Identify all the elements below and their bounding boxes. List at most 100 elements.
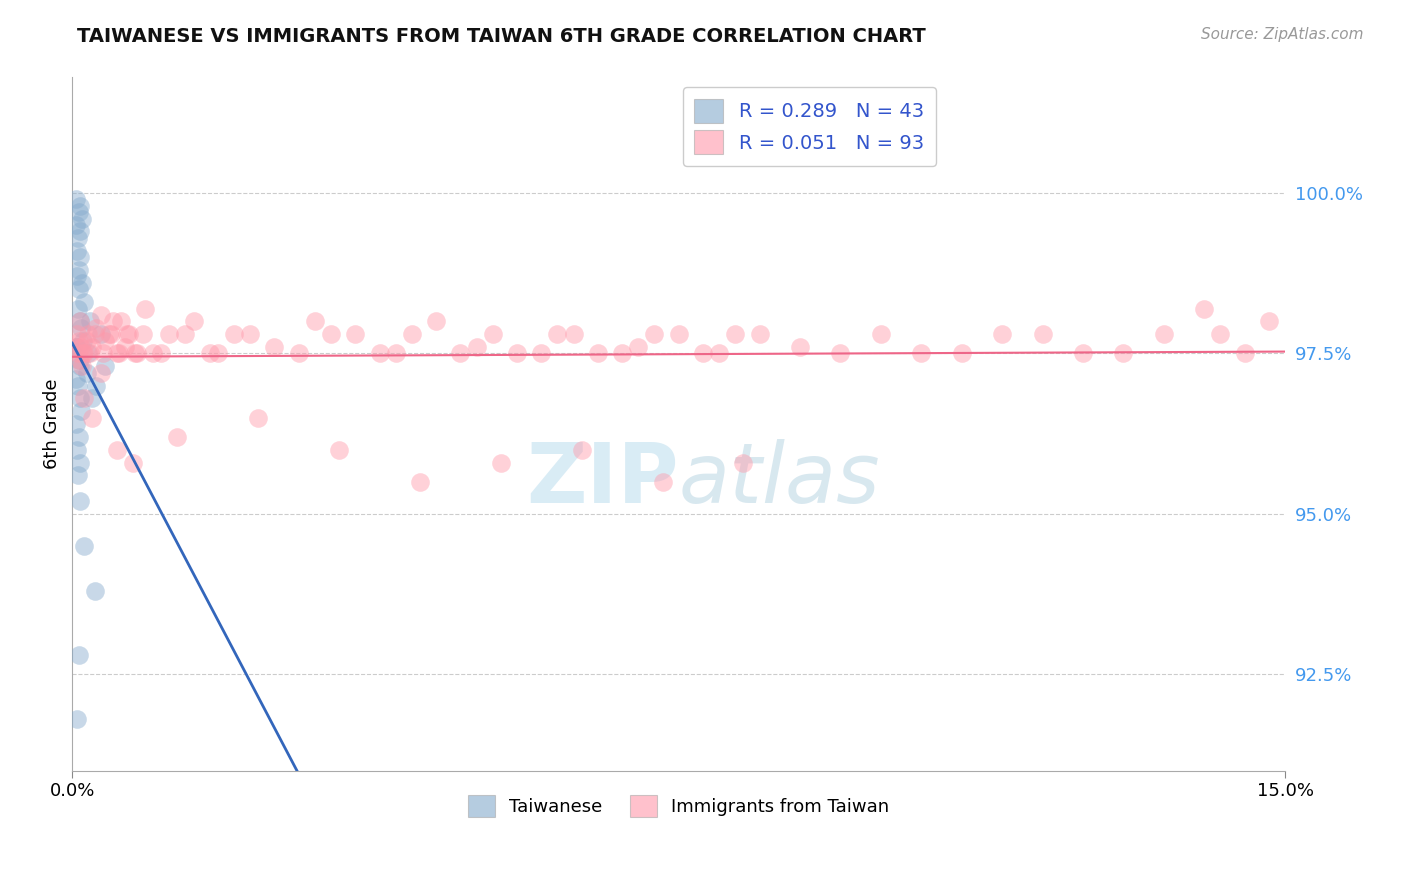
Point xyxy=(69,456,91,470)
Point xyxy=(707,346,730,360)
Point xyxy=(67,334,90,348)
Point xyxy=(69,314,91,328)
Point xyxy=(692,346,714,360)
Point xyxy=(65,372,87,386)
Point xyxy=(643,327,665,342)
Point xyxy=(489,456,512,470)
Point xyxy=(105,346,128,360)
Point xyxy=(83,327,105,342)
Point xyxy=(72,346,94,360)
Point xyxy=(79,314,101,328)
Point xyxy=(82,410,104,425)
Point xyxy=(991,327,1014,342)
Point xyxy=(66,301,89,316)
Point xyxy=(118,327,141,342)
Point xyxy=(73,346,96,360)
Legend: Taiwanese, Immigrants from Taiwan: Taiwanese, Immigrants from Taiwan xyxy=(461,788,897,824)
Point xyxy=(586,346,609,360)
Point xyxy=(73,539,96,553)
Point xyxy=(910,346,932,360)
Point xyxy=(86,320,108,334)
Point xyxy=(401,327,423,342)
Point xyxy=(142,346,165,360)
Point xyxy=(724,327,747,342)
Point xyxy=(105,442,128,457)
Point xyxy=(90,327,112,342)
Point xyxy=(150,346,173,360)
Point xyxy=(304,314,326,328)
Point xyxy=(239,327,262,342)
Point xyxy=(66,327,89,342)
Point xyxy=(571,442,593,457)
Point xyxy=(97,327,120,342)
Point xyxy=(115,327,138,342)
Point xyxy=(183,314,205,328)
Point xyxy=(83,584,105,599)
Point xyxy=(66,442,89,457)
Point xyxy=(66,244,89,258)
Point xyxy=(90,366,112,380)
Point xyxy=(748,327,770,342)
Point xyxy=(67,263,90,277)
Point xyxy=(368,346,391,360)
Text: atlas: atlas xyxy=(679,439,880,520)
Point xyxy=(562,327,585,342)
Point xyxy=(82,392,104,406)
Point xyxy=(1071,346,1094,360)
Point xyxy=(73,295,96,310)
Point xyxy=(174,327,197,342)
Point xyxy=(69,352,91,367)
Point xyxy=(67,205,90,219)
Point xyxy=(1258,314,1281,328)
Point xyxy=(481,327,503,342)
Point xyxy=(66,468,89,483)
Point xyxy=(66,340,89,354)
Point xyxy=(79,346,101,360)
Point xyxy=(69,250,91,264)
Point xyxy=(207,346,229,360)
Point xyxy=(77,346,100,360)
Point xyxy=(91,346,114,360)
Point xyxy=(198,346,221,360)
Point xyxy=(651,475,673,489)
Point xyxy=(869,327,891,342)
Point xyxy=(69,225,91,239)
Point xyxy=(125,346,148,360)
Point xyxy=(1209,327,1232,342)
Point xyxy=(425,314,447,328)
Point xyxy=(344,327,367,342)
Point xyxy=(101,314,124,328)
Point xyxy=(627,340,650,354)
Point xyxy=(67,648,90,662)
Point xyxy=(668,327,690,342)
Point xyxy=(733,456,755,470)
Point xyxy=(93,334,115,348)
Text: ZIP: ZIP xyxy=(526,439,679,520)
Point xyxy=(506,346,529,360)
Point xyxy=(157,327,180,342)
Point xyxy=(449,346,471,360)
Point xyxy=(247,410,270,425)
Point xyxy=(222,327,245,342)
Point xyxy=(90,308,112,322)
Point xyxy=(1032,327,1054,342)
Point xyxy=(70,276,93,290)
Point xyxy=(384,346,406,360)
Point xyxy=(1194,301,1216,316)
Point xyxy=(70,404,93,418)
Point xyxy=(65,417,87,431)
Point xyxy=(328,442,350,457)
Point xyxy=(132,327,155,342)
Point xyxy=(66,269,89,284)
Point xyxy=(65,340,87,354)
Point xyxy=(108,346,131,360)
Point xyxy=(65,193,87,207)
Point xyxy=(66,346,89,360)
Point xyxy=(134,301,156,316)
Point xyxy=(114,340,136,354)
Point xyxy=(66,231,89,245)
Point xyxy=(110,314,132,328)
Point xyxy=(70,340,93,354)
Point xyxy=(76,366,98,380)
Point xyxy=(950,346,973,360)
